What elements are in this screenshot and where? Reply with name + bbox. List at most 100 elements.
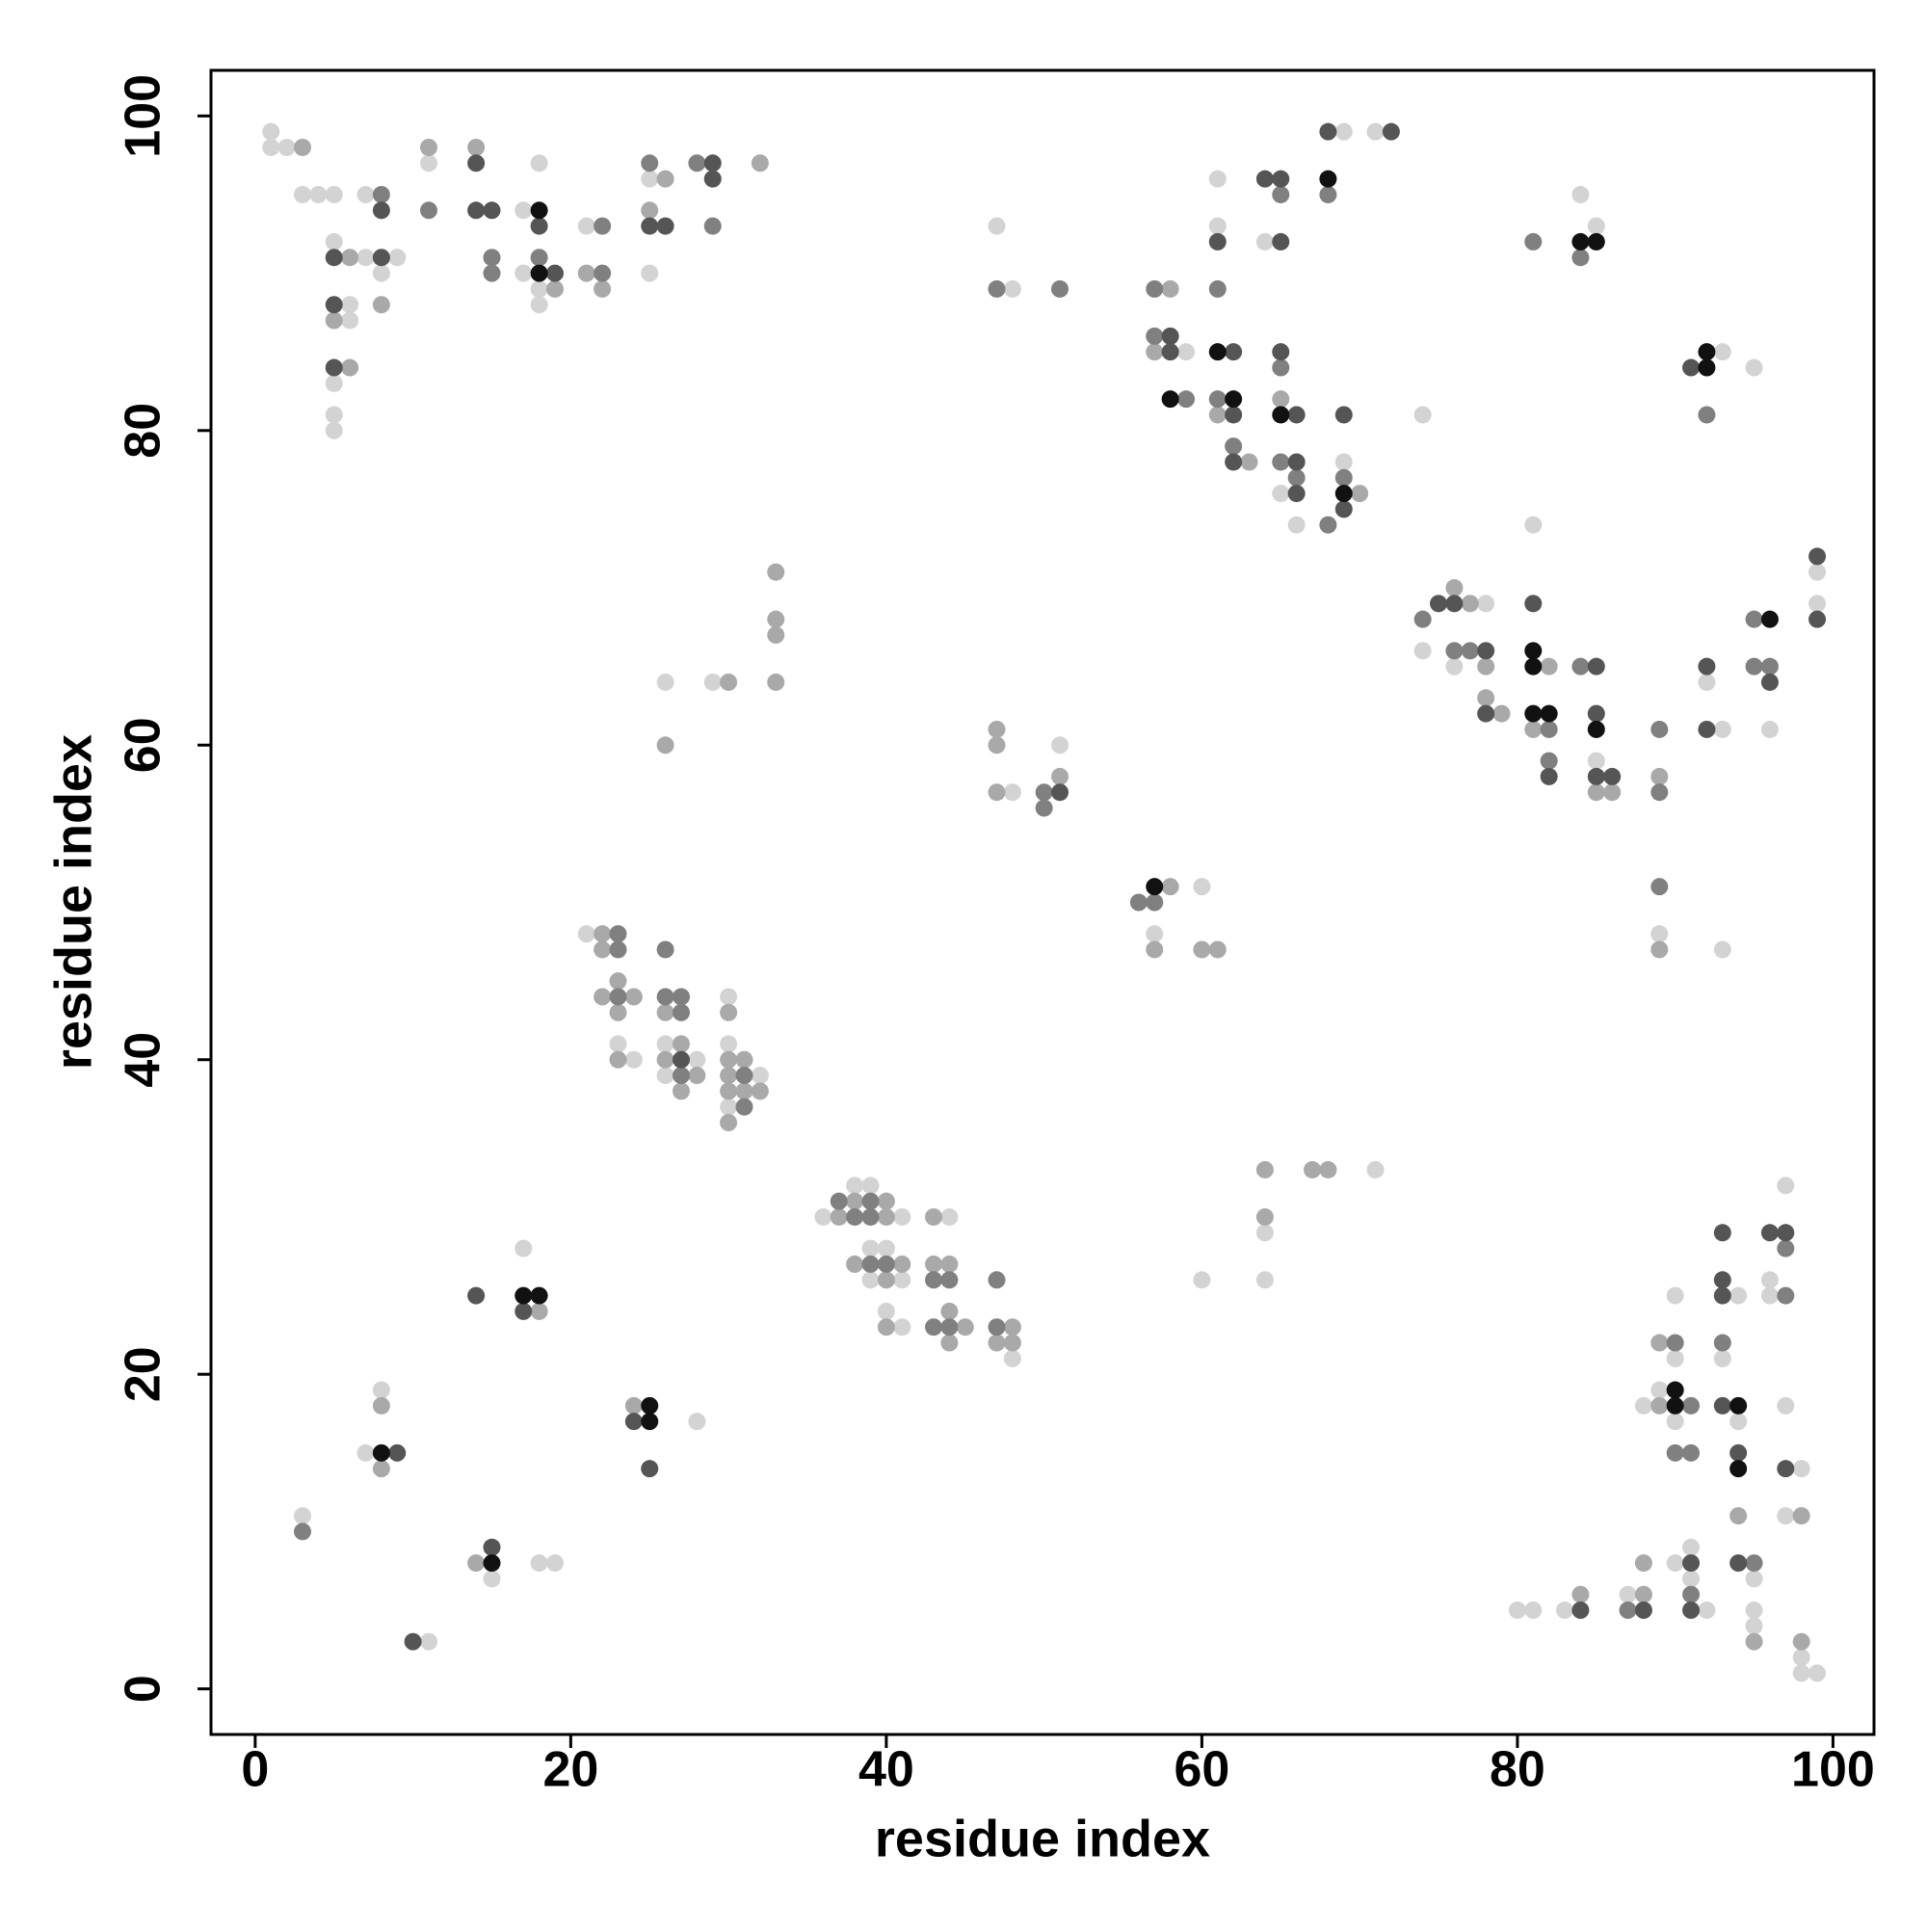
contact-point [720,1067,738,1085]
contact-point [1272,358,1290,377]
contact-point [940,1255,959,1273]
contact-point [688,1067,706,1085]
contact-point [656,673,674,691]
contact-point [1003,783,1021,802]
contact-point [1777,1507,1795,1525]
contact-point [1319,170,1337,188]
contact-point [1129,893,1148,912]
contact-point [893,1255,911,1273]
contact-point [861,1177,880,1195]
contact-point [1666,1443,1684,1462]
contact-point [1193,878,1211,896]
contact-point [1334,485,1353,503]
contact-point [325,421,343,439]
contact-point [1177,343,1196,361]
contact-point [1587,752,1605,770]
contact-point [1713,1286,1731,1305]
contact-point [1272,170,1290,188]
contact-point [720,988,738,1006]
contact-point [641,201,659,220]
contact-point [1634,1396,1652,1415]
contact-point [988,720,1006,738]
contact-point [404,1632,422,1651]
contact-point [861,1271,880,1289]
contact-point [1319,516,1337,534]
contact-point [483,1554,501,1573]
contact-point [893,1271,911,1289]
contact-point [1777,1286,1795,1305]
contact-point [1477,689,1495,707]
contact-point [1319,122,1337,141]
contact-point [861,1192,880,1210]
contact-point [703,170,722,188]
contact-point [1760,673,1779,691]
contact-point [988,736,1006,754]
contact-point [1524,1601,1543,1620]
contact-point [1713,343,1731,361]
contact-point [1225,343,1243,361]
y-tick-label: 80 [116,403,172,459]
contact-point [293,138,311,156]
contact-point [1366,122,1385,141]
contact-point [1524,720,1543,738]
contact-point [609,940,627,959]
contact-point [372,1443,390,1462]
contact-point [1524,232,1543,251]
contact-point [293,185,311,203]
contact-point [925,1271,943,1289]
contact-point [1413,406,1432,424]
contact-point [594,940,612,959]
contact-point [1729,1443,1748,1462]
contact-point [1587,720,1605,738]
contact-point [1477,595,1495,613]
contact-point [1603,767,1622,785]
contact-point [1334,122,1353,141]
contact-point [830,1207,848,1226]
contact-point [1146,343,1164,361]
contact-point [1225,453,1243,471]
contact-point [1666,1286,1684,1305]
contact-point [1208,232,1227,251]
contact-point [1208,343,1227,361]
contact-point [1255,232,1274,251]
contact-point [877,1239,895,1257]
contact-point [688,154,706,172]
contact-point [846,1192,864,1210]
contact-point [751,1082,769,1100]
contact-point [1146,878,1164,896]
contact-point [1477,657,1495,675]
contact-point [814,1207,832,1226]
contact-point [1698,657,1716,675]
contact-point [530,249,548,267]
contact-point [1319,185,1337,203]
plot-frame [209,68,1876,1736]
contact-point [1556,1601,1574,1620]
contact-point [1146,940,1164,959]
contact-point [530,1554,548,1573]
contact-point [956,1318,974,1337]
contact-point [1304,1160,1322,1178]
contact-point [1777,1239,1795,1257]
contact-point [545,264,564,282]
contact-point [1698,358,1716,377]
contact-point [372,264,390,282]
contact-point [1334,500,1353,518]
contact-point [325,358,343,377]
contact-point [735,1050,753,1069]
contact-point [1208,279,1227,298]
contact-point [940,1334,959,1352]
contact-point [1413,642,1432,660]
contact-point [1792,1632,1810,1651]
contact-point [1225,437,1243,456]
contact-point [1208,940,1227,959]
contact-point [530,217,548,235]
contact-point [624,1050,643,1069]
contact-point [767,626,785,645]
contact-point [467,138,486,156]
contact-point [1808,1664,1827,1682]
contact-point [988,279,1006,298]
contact-point [1051,279,1069,298]
contact-point [1524,657,1543,675]
contact-point [925,1318,943,1337]
contact-point [720,1003,738,1021]
